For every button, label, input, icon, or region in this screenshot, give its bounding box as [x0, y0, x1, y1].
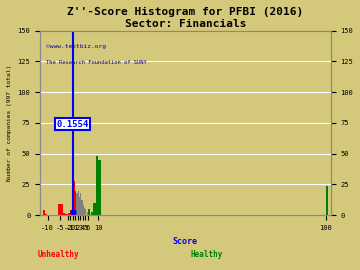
- Bar: [68, 213, 70, 215]
- Y-axis label: Number of companies (997 total): Number of companies (997 total): [7, 65, 12, 181]
- Bar: [81, 201, 83, 215]
- Bar: [96, 156, 98, 215]
- Bar: [80, 193, 81, 215]
- Bar: [86, 212, 88, 215]
- Bar: [98, 160, 100, 215]
- Bar: [93, 203, 95, 215]
- Bar: [76, 193, 78, 215]
- Text: ©www.textbiz.org: ©www.textbiz.org: [46, 44, 106, 49]
- Bar: [58, 204, 60, 215]
- Bar: [63, 213, 65, 215]
- Bar: [84, 208, 85, 215]
- Title: Z''-Score Histogram for PFBI (2016)
Sector: Financials: Z''-Score Histogram for PFBI (2016) Sect…: [67, 7, 303, 29]
- Bar: [70, 210, 72, 215]
- Bar: [72, 198, 73, 215]
- Text: The Research Foundation of SUNY: The Research Foundation of SUNY: [46, 60, 147, 65]
- X-axis label: Score: Score: [173, 237, 198, 245]
- Text: 0.1554: 0.1554: [57, 120, 89, 129]
- Bar: [88, 209, 90, 215]
- Text: Unhealthy: Unhealthy: [38, 250, 80, 259]
- Bar: [83, 205, 84, 215]
- Bar: [85, 209, 86, 215]
- Bar: [75, 191, 76, 215]
- Bar: [60, 204, 63, 215]
- Bar: [79, 197, 80, 215]
- Bar: [325, 186, 328, 215]
- Bar: [65, 214, 68, 215]
- Bar: [45, 214, 48, 215]
- Bar: [88, 213, 89, 215]
- Bar: [69, 213, 70, 215]
- Bar: [78, 191, 79, 215]
- Text: Healthy: Healthy: [190, 250, 223, 259]
- Bar: [91, 212, 93, 215]
- Bar: [42, 210, 45, 215]
